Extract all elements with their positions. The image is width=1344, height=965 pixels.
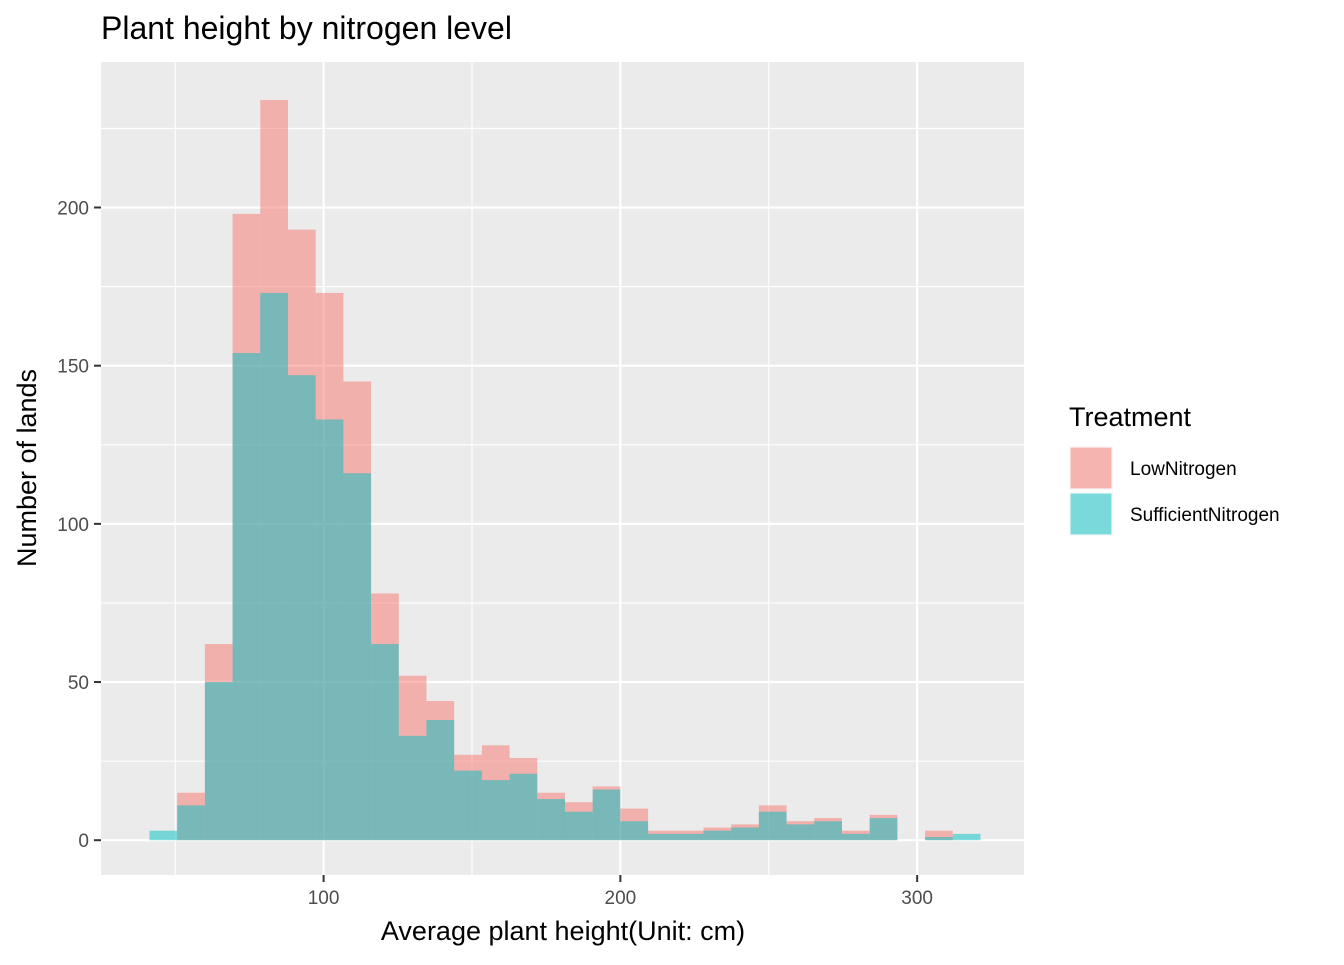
x-tick-label: 100 — [308, 888, 340, 909]
histogram-bars — [149, 99, 981, 841]
x-tick-label: 300 — [901, 888, 933, 909]
sufficientnitrogen-bar — [841, 833, 870, 841]
sufficientnitrogen-bar — [481, 780, 510, 841]
sufficientnitrogen-bar — [454, 770, 482, 841]
x-axis: 100 200 300 — [308, 875, 933, 909]
sufficientnitrogen-bar — [620, 821, 649, 841]
sufficientnitrogen-bar — [232, 353, 261, 841]
legend-keys: LowNitrogen SufficientNitrogen — [1069, 446, 1280, 536]
y-axis-label: Number of lands — [12, 369, 42, 567]
sufficientnitrogen-bar — [260, 292, 288, 841]
sufficientnitrogen-bar — [592, 789, 621, 841]
sufficientnitrogen-bar — [814, 821, 842, 841]
sufficientnitrogen-bar — [869, 818, 898, 841]
sufficientnitrogen-bar — [398, 735, 427, 841]
sufficientnitrogen-bar — [648, 833, 676, 841]
sufficientnitrogen-bar — [177, 805, 205, 841]
sufficientnitrogen-bar — [925, 837, 953, 841]
sufficientnitrogen-bar — [204, 682, 233, 841]
sufficientnitrogen-bar — [564, 811, 593, 841]
sufficientnitrogen-legend-swatch — [1069, 492, 1113, 536]
sufficientnitrogen-bar — [149, 830, 178, 841]
y-axis: 0 50 100 150 200 — [57, 199, 101, 852]
y-tick-label: 100 — [57, 515, 89, 536]
legend-title: Treatment — [1069, 402, 1192, 432]
sufficientnitrogen-bar — [315, 419, 344, 841]
sufficientnitrogen-bar — [703, 830, 732, 841]
sufficientnitrogen-bar — [371, 644, 399, 841]
x-tick-label: 200 — [605, 888, 637, 909]
sufficientnitrogen-bar — [786, 824, 815, 841]
y-tick-label: 50 — [68, 673, 89, 694]
legend: Treatment LowNitrogen SufficientNitrogen — [1069, 402, 1280, 536]
y-tick-label: 150 — [57, 357, 89, 378]
y-tick-label: 0 — [78, 831, 89, 852]
lownitrogen-legend-swatch — [1069, 446, 1113, 490]
lownitrogen-bar — [925, 830, 953, 841]
lownitrogen-legend-label: LowNitrogen — [1130, 459, 1237, 480]
sufficientnitrogen-bar — [509, 773, 538, 841]
sufficientnitrogen-bar — [731, 827, 759, 841]
y-tick-label: 200 — [57, 199, 89, 220]
sufficientnitrogen-bar — [287, 375, 316, 841]
x-axis-label: Average plant height(Unit: cm) — [381, 916, 745, 946]
sufficientnitrogen-bar — [675, 833, 704, 841]
sufficientnitrogen-bar — [758, 811, 787, 841]
sufficientnitrogen-bar — [537, 799, 565, 841]
sufficientnitrogen-bar — [426, 719, 455, 841]
sufficientnitrogen-legend-label: SufficientNitrogen — [1130, 505, 1280, 526]
sufficientnitrogen-bar — [343, 473, 372, 841]
sufficientnitrogen-bar — [952, 833, 981, 841]
chart-title: Plant height by nitrogen level — [101, 10, 512, 46]
